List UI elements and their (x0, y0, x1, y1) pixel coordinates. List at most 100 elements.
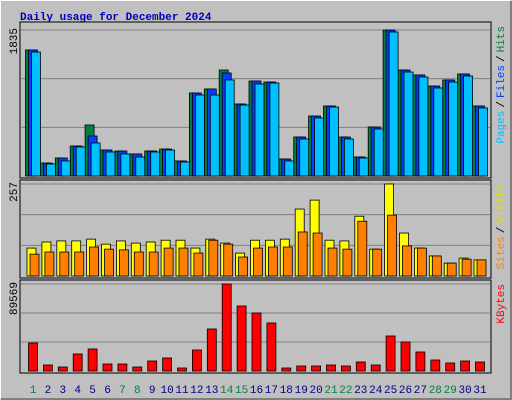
x-tick-label: 25 (384, 385, 397, 397)
bar (236, 305, 247, 372)
bar (177, 367, 187, 372)
bar (372, 248, 383, 277)
y-tick-label: 1835 (9, 28, 21, 54)
bar (342, 248, 353, 277)
x-tick-label: 10 (160, 385, 173, 397)
bar (31, 51, 41, 177)
legend-entry: Sites (496, 236, 508, 269)
bar (433, 87, 444, 177)
y-tick-label: 257 (9, 182, 21, 202)
bar (343, 138, 354, 177)
bar (478, 107, 488, 177)
bar (355, 361, 366, 372)
bar (463, 75, 474, 177)
bar (357, 220, 368, 277)
bar (29, 253, 40, 277)
x-tick-label: 6 (104, 385, 111, 397)
chart-title: Daily usage for December 2024 (20, 12, 212, 24)
bar (445, 362, 456, 372)
bar (297, 231, 308, 277)
bar (281, 367, 292, 372)
x-tick-label: 3 (59, 385, 66, 397)
bar (314, 117, 325, 177)
bar (163, 247, 174, 277)
x-tick-label: 27 (414, 385, 427, 397)
bar (165, 149, 176, 177)
bar (326, 364, 336, 372)
bar (402, 245, 412, 277)
bar (448, 81, 459, 177)
bar (388, 31, 399, 177)
bar (132, 366, 143, 372)
legend-separator: / (496, 101, 508, 108)
bar (221, 283, 232, 372)
x-tick-label: 9 (149, 385, 156, 397)
x-tick-label: 22 (339, 385, 352, 397)
bar (75, 146, 86, 177)
x-tick-label: 17 (265, 385, 278, 397)
x-tick-label: 1 (30, 385, 37, 397)
legend-entry: KBytes (496, 284, 508, 324)
legend-entry: Visits (496, 184, 508, 224)
bar (135, 156, 146, 177)
bar (59, 251, 70, 277)
x-tick-label: 8 (134, 385, 141, 397)
x-tick-label: 11 (175, 385, 189, 397)
bar (253, 247, 263, 277)
x-tick-label: 7 (119, 385, 126, 397)
x-tick-label: 30 (458, 385, 471, 397)
bar (238, 256, 249, 277)
legend-entry: Pages (496, 111, 508, 144)
bar (284, 160, 295, 177)
bar (358, 157, 369, 177)
legend: Sites / Visits (496, 184, 508, 269)
x-tick-label: 29 (444, 385, 457, 397)
bar (373, 128, 384, 177)
bar (387, 214, 398, 277)
x-tick-label: 4 (74, 385, 81, 397)
bar (416, 247, 427, 277)
bar (461, 258, 472, 277)
bar (400, 341, 411, 372)
bar (223, 243, 234, 277)
bar (340, 365, 351, 372)
bar (254, 83, 265, 177)
bar (147, 360, 158, 372)
bar (87, 348, 98, 372)
bar (194, 94, 205, 177)
bar (133, 251, 144, 277)
bar (476, 259, 487, 277)
bar (431, 255, 442, 277)
x-tick-label: 2 (45, 385, 52, 397)
bar (311, 365, 322, 372)
legend-separator: / (496, 55, 508, 62)
bar (191, 349, 202, 372)
bar (46, 163, 56, 177)
bar (178, 247, 189, 277)
bar (239, 104, 250, 177)
x-tick-label: 19 (295, 385, 308, 397)
bar (60, 160, 71, 177)
bar (44, 251, 55, 277)
bar (105, 151, 116, 177)
bar (90, 142, 101, 177)
x-tick-label: 28 (429, 385, 442, 397)
bar (296, 365, 307, 372)
bar (415, 351, 426, 372)
x-tick-label: 31 (473, 385, 487, 397)
bar (282, 246, 293, 277)
bar (74, 251, 85, 277)
y-tick-label: 89569 (9, 282, 21, 315)
bar (209, 94, 220, 177)
bar (206, 328, 217, 372)
x-tick-label: 15 (235, 385, 248, 397)
x-tick-label: 20 (309, 385, 322, 397)
x-tick-label: 12 (190, 385, 203, 397)
x-tick-label: 16 (250, 385, 263, 397)
bar (267, 246, 278, 277)
bar (43, 364, 53, 372)
bar (208, 239, 219, 277)
x-tick-label: 13 (205, 385, 218, 397)
x-tick-label: 14 (220, 385, 234, 397)
